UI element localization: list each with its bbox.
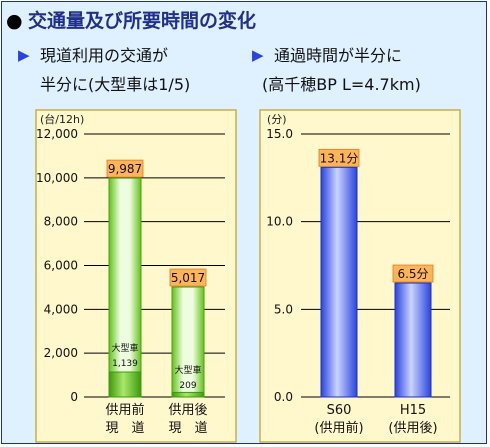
left-caption-marker: ▶ <box>18 46 30 64</box>
traffic-x-category-label: 現 道 <box>168 421 207 436</box>
time-value-label: 6.5分 <box>397 267 428 281</box>
right-caption-marker: ▶ <box>252 46 264 64</box>
traffic-bar-heavy <box>171 391 205 398</box>
time-bar <box>394 282 432 398</box>
traffic-bar-total <box>108 177 142 398</box>
time-y-tick-label: 15.0 <box>266 127 293 141</box>
header-bullet: ● <box>6 10 23 32</box>
traffic-x-category-label: 現 道 <box>105 421 144 436</box>
traffic-heavy-series-label: 大型車 <box>111 342 138 354</box>
left-caption-line1: 現道利用の交通が <box>40 46 168 65</box>
traffic-value-label-box <box>169 268 207 287</box>
traffic-heavy-value-label: 1,139 <box>112 359 138 369</box>
traffic-y-tick-label: 4,000 <box>44 302 78 316</box>
time-y-tick-label: 0.0 <box>274 390 293 404</box>
time-y-axis-label: (分) <box>267 113 287 126</box>
traffic-x-category-label: 供用後 <box>168 403 207 418</box>
time-x-category-label: (供用後) <box>388 421 437 436</box>
traffic-bar-total <box>171 286 205 398</box>
traffic-y-tick-label: 0 <box>70 390 78 404</box>
traffic-y-tick-label: 6,000 <box>44 259 78 273</box>
time-value-label: 13.1分 <box>320 151 359 165</box>
traffic-value-label-box <box>106 159 144 178</box>
time-value-label-box <box>392 264 434 283</box>
traffic-heavy-value-label: 209 <box>179 381 196 391</box>
right-caption-line2: (高千穂BP L=4.7km) <box>262 75 421 94</box>
traffic-bar-heavy <box>108 371 142 398</box>
right-caption-line1: 通過時間が半分に <box>274 46 402 65</box>
time-y-tick-label: 5.0 <box>274 302 293 316</box>
time-x-category-label: S60 <box>327 403 352 418</box>
traffic-y-tick-label: 10,000 <box>36 171 78 185</box>
time-value-label-box <box>318 148 360 167</box>
traffic-x-category-label: 供用前 <box>105 402 144 418</box>
time-x-category-label: H15 <box>400 403 426 418</box>
traffic-y-axis-label: (台/12h) <box>40 112 84 126</box>
traffic-heavy-series-label: 大型車 <box>174 364 201 376</box>
traffic-y-tick-label: 8,000 <box>44 215 78 229</box>
header-title: 交通量及び所要時間の変化 <box>28 9 256 32</box>
left-caption-line2: 半分に(大型車は1/5) <box>40 75 190 94</box>
traffic-y-tick-label: 12,000 <box>36 127 78 141</box>
traffic-y-tick-label: 2,000 <box>44 346 78 360</box>
time-bar <box>320 166 358 398</box>
traffic-value-label: 9,987 <box>108 162 142 176</box>
time-x-category-label: (供用前) <box>314 420 363 436</box>
time-chart: (分) 0.0 5.0 10.0 15.0 13.1分 6.5分 S60 (供用前) H15… <box>259 109 461 443</box>
traffic-value-label: 5,017 <box>171 271 205 285</box>
time-y-tick-label: 10.0 <box>266 215 293 229</box>
traffic-chart: (台/12h) 0 2,000 4,000 6,000 8,000 10,000 12,00… <box>35 109 237 443</box>
